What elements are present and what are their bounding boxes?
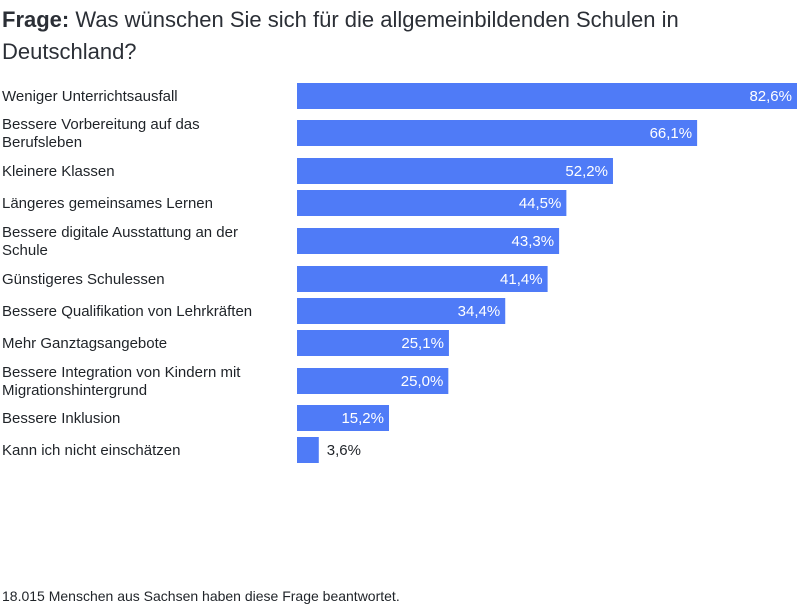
value-label-3: 52,2% (565, 163, 608, 180)
category-label-10: Bessere Inklusion (2, 410, 120, 427)
value-label-7: 34,4% (458, 303, 501, 320)
bar-3 (297, 158, 613, 184)
value-label-4: 44,5% (519, 195, 562, 212)
category-label-5: Bessere digitale Ausstattung an der Schul… (2, 224, 238, 259)
value-label-2: 66,1% (650, 125, 693, 142)
category-label-6: Günstigeres Schulessen (2, 271, 165, 288)
bar-8 (297, 330, 449, 356)
value-label-9: 25,0% (401, 373, 444, 390)
respondent-count-note: 18.015 Menschen aus Sachsen haben diese … (2, 588, 400, 604)
value-label-6: 41,4% (500, 271, 543, 288)
bar-1 (297, 83, 797, 109)
title-prefix: Frage: (2, 7, 70, 32)
bar-9 (297, 368, 449, 394)
value-label-8: 25,1% (401, 335, 444, 352)
bar-7 (297, 298, 506, 324)
value-label-10: 15,2% (341, 410, 384, 427)
category-label-8: Mehr Ganztagsangebote (2, 335, 167, 352)
category-label-9: Bessere Integration von Kindern mit Migra… (2, 364, 241, 399)
bar-4 (297, 190, 567, 216)
bar-chart: Weniger Unterrichtsausfall 82,6% Bessere V… (2, 83, 797, 463)
value-label-11: 3,6% (327, 442, 361, 459)
chart-title: Frage: Was wünschen Sie sich für die all… (2, 4, 792, 68)
bar-5 (297, 228, 560, 254)
bar-2 (297, 120, 698, 146)
category-label-3: Kleinere Klassen (2, 163, 115, 180)
bar-6 (297, 266, 548, 292)
category-label-2: Bessere Vorbereitung auf das Berufsleben (2, 116, 200, 151)
bar-10 (297, 405, 390, 431)
value-label-5: 43,3% (512, 233, 555, 250)
category-label-11: Kann ich nicht einschätzen (2, 442, 180, 459)
bar-11 (297, 437, 319, 463)
title-text: Was wünschen Sie sich für die allgemeinb… (2, 7, 679, 64)
category-label-4: Längeres gemeinsames Lernen (2, 195, 213, 212)
category-label-1: Weniger Unterrichtsausfall (2, 88, 178, 105)
category-label-7: Bessere Qualifikation von Lehrkräften (2, 303, 252, 320)
value-label-1: 82,6% (749, 88, 792, 105)
